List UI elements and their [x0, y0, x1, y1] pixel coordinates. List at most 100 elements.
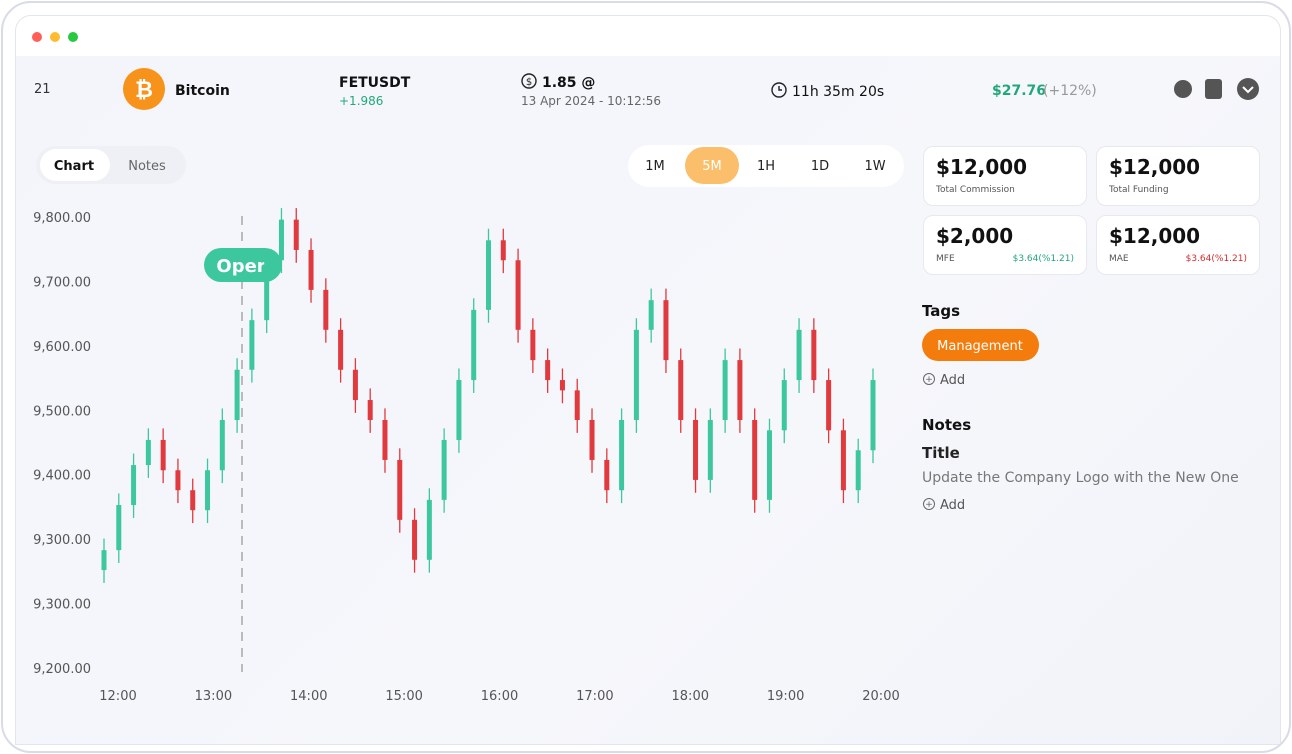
minimize-button[interactable]	[50, 32, 60, 42]
pair-change: +1.986	[339, 94, 383, 108]
clock-icon	[771, 82, 787, 98]
candle-body	[293, 219, 299, 250]
stat-card: $2,000 MFE $3.64(%1.21)	[923, 215, 1087, 275]
candle-body	[826, 380, 832, 431]
timeframe[interactable]: 1D	[811, 159, 829, 174]
stat-value: $12,000	[1109, 155, 1201, 179]
stat-label: MFE	[936, 254, 955, 264]
add-note[interactable]: Add	[940, 498, 965, 513]
candle-body	[707, 420, 713, 480]
candle-body	[545, 360, 551, 381]
y-tick-label: 9,700.00	[33, 275, 91, 290]
tab[interactable]: Notes	[128, 159, 166, 174]
add-plus: +	[925, 500, 933, 510]
stat-value: $12,000	[936, 155, 1028, 179]
x-tick-label: 16:00	[481, 689, 518, 704]
candle-body	[101, 550, 107, 571]
note-text: Update the Company Logo with the New One	[922, 470, 1239, 486]
x-tick-label: 15:00	[385, 689, 422, 704]
candle-body	[471, 309, 477, 381]
stat-label: Total Funding	[1109, 185, 1169, 195]
candle-body	[131, 465, 137, 506]
x-tick-label: 14:00	[290, 689, 327, 704]
note-title: Title	[922, 444, 960, 462]
stat-card: $12,000 Total Commission	[923, 146, 1087, 206]
x-tick-label: 19:00	[767, 689, 804, 704]
stat-card: $12,000 Total Funding	[1096, 146, 1260, 206]
dollar-icon	[521, 73, 537, 89]
x-tick-label: 17:00	[576, 689, 613, 704]
pnl-pct: (+12%)	[1043, 83, 1097, 99]
candle-body	[175, 470, 181, 491]
tags-title: Tags	[922, 302, 960, 320]
tag-chip[interactable]	[922, 329, 1039, 361]
timeframe[interactable]: 1H	[757, 159, 775, 174]
bitcoin-icon	[123, 68, 165, 110]
active-tab	[40, 149, 110, 181]
add-tag[interactable]: Add	[940, 373, 965, 388]
candle-body	[633, 329, 639, 420]
candle-body	[205, 470, 211, 511]
candle-body	[515, 260, 521, 330]
candle-body	[574, 390, 580, 420]
close-button[interactable]	[32, 32, 42, 42]
stat-change: $3.64(%1.21)	[1012, 254, 1074, 264]
timeframe[interactable]: 1W	[864, 159, 885, 174]
title-bar	[16, 16, 1280, 56]
x-tick-label: 18:00	[672, 689, 709, 704]
bitcoin-symbol: ₿	[135, 78, 153, 103]
open-marker-label: Open	[216, 256, 269, 277]
candle-body	[486, 240, 491, 310]
y-tick-label: 9,600.00	[33, 340, 91, 355]
duration: 11h 35m 20s	[792, 84, 884, 100]
candle-body	[234, 369, 240, 420]
candle-body	[456, 380, 462, 440]
candle-body	[559, 380, 565, 391]
candle-body	[397, 459, 403, 520]
candle-body	[426, 499, 432, 560]
candle-body	[678, 360, 684, 420]
y-tick-label: 9,500.00	[33, 404, 91, 419]
chevron	[1242, 86, 1254, 94]
candle-body	[737, 360, 743, 420]
candle-body	[367, 400, 373, 420]
active-timeframe	[685, 147, 739, 184]
maximize-button[interactable]	[68, 32, 78, 42]
note-button[interactable]	[1205, 79, 1222, 99]
stat-label: MAE	[1109, 254, 1129, 264]
candle-body	[145, 439, 151, 466]
candle-body	[752, 420, 758, 500]
candle-body	[441, 439, 447, 500]
tab[interactable]: Chart	[54, 159, 94, 174]
candle-body	[116, 505, 122, 551]
add-icon	[923, 498, 935, 510]
candle-body	[766, 430, 772, 500]
tag-button[interactable]	[1174, 80, 1192, 98]
y-tick-label: 9,400.00	[33, 469, 91, 484]
candle-body	[160, 439, 166, 471]
tag-label: Management	[937, 339, 1023, 354]
y-tick-label: 9,300.00	[33, 533, 91, 548]
stat-label: Total Commission	[936, 185, 1015, 195]
timeframe[interactable]: 1M	[645, 159, 665, 174]
candle-body	[781, 380, 787, 431]
candle-body	[412, 519, 418, 560]
candle-body	[619, 420, 625, 491]
x-tick-label: 12:00	[99, 689, 136, 704]
asset-name: Bitcoin	[175, 83, 230, 99]
y-tick-label: 9,300.00	[33, 598, 91, 613]
stat-card: $12,000 MAE $3.64(%1.21)	[1096, 215, 1260, 275]
price: 1.85 @	[542, 75, 595, 91]
app-window	[15, 15, 1281, 745]
timeframe[interactable]: 5M	[702, 159, 722, 174]
candle-body	[278, 219, 284, 261]
candle-body	[219, 420, 225, 471]
y-tick-label: 9,200.00	[33, 662, 91, 677]
menu-button[interactable]	[1237, 78, 1259, 100]
candle-body	[338, 329, 344, 370]
x-tick-label: 20:00	[862, 689, 899, 704]
candle-body	[352, 369, 358, 401]
add-icon	[923, 373, 935, 385]
